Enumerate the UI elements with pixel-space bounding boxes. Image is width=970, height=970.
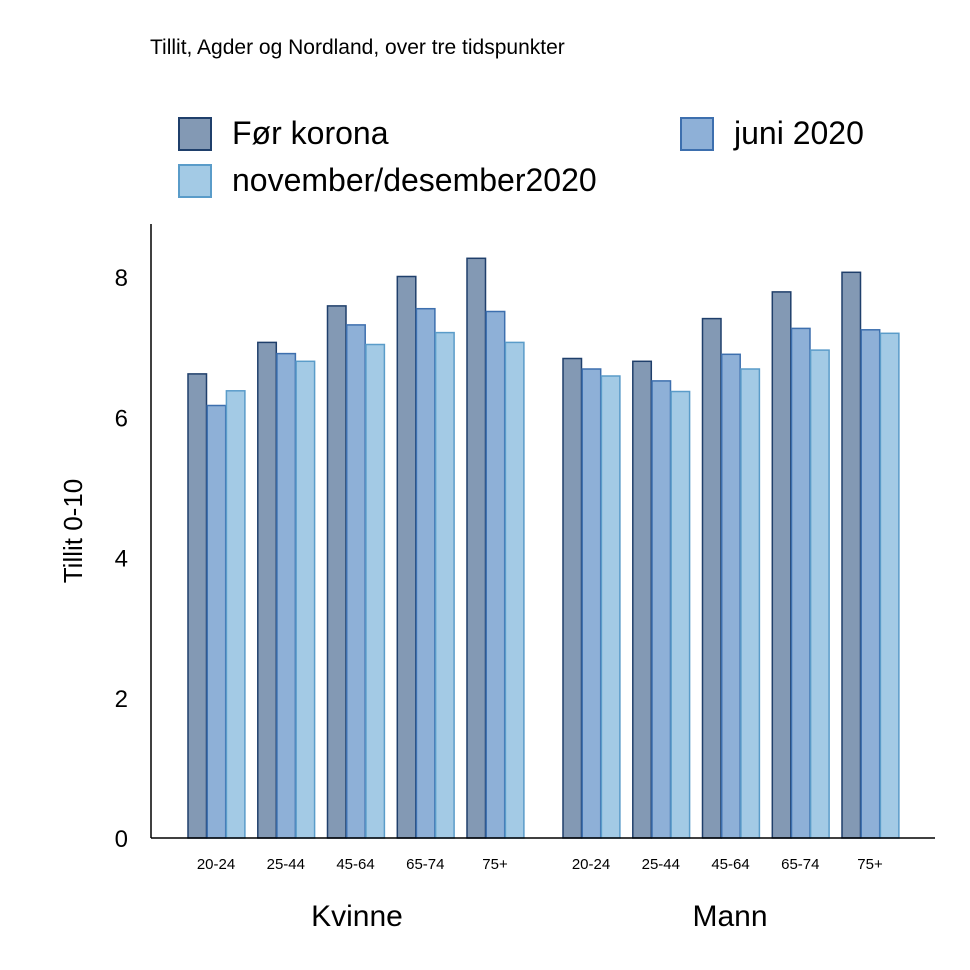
- bar-mann-45-64-series-0: [701, 317, 722, 839]
- bar-kvinne-25-44-series-0: [257, 341, 278, 839]
- bar-kvinne-65-74-series-1: [415, 307, 436, 839]
- y-tick-label: 4: [115, 546, 128, 573]
- legend-label: Før korona: [232, 115, 389, 151]
- bar-kvinne-25-44-series-2: [295, 360, 316, 839]
- x-tick-label: 75+: [857, 856, 883, 873]
- bar-kvinne-75+-series-1: [485, 310, 506, 839]
- bar-kvinne-75+-series-0: [466, 257, 487, 839]
- x-tick-label: 20-24: [572, 856, 610, 873]
- legend-swatch: [178, 116, 212, 151]
- chart-title: Tillit, Agder og Nordland, over tre tids…: [150, 36, 565, 59]
- bar-mann-45-64-series-2: [740, 368, 761, 839]
- x-tick-label: 45-64: [711, 856, 749, 873]
- bar-mann-20-24-series-1: [581, 368, 602, 839]
- bar-kvinne-45-64-series-0: [326, 305, 347, 839]
- x-tick-label: 65-74: [781, 856, 819, 873]
- bar-kvinne-45-64-series-1: [345, 324, 366, 839]
- x-tick-label: 65-74: [406, 856, 444, 873]
- legend-swatch: [680, 116, 714, 151]
- bar-mann-20-24-series-2: [600, 375, 621, 839]
- bar-mann-65-74-series-1: [790, 327, 811, 839]
- legend-item-juni-2020: juni 2020: [680, 115, 864, 152]
- y-ticks-layer: 0 2 4 6 8: [115, 265, 128, 853]
- bar-kvinne-75+-series-2: [504, 341, 525, 839]
- bar-mann-25-44-series-0: [632, 360, 653, 839]
- y-tick-label: 2: [115, 686, 128, 713]
- bar-kvinne-20-24-series-1: [206, 404, 227, 839]
- legend-label: juni 2020: [734, 115, 864, 151]
- x-tick-label: 25-44: [642, 856, 680, 873]
- y-tick-label: 6: [115, 405, 128, 432]
- legend-item-for-korona: Før korona: [178, 115, 388, 152]
- y-axis-label: Tillit 0-10: [58, 479, 88, 584]
- x-tick-label: 25-44: [267, 856, 305, 873]
- group-label-kvinne: Kvinne: [311, 900, 403, 933]
- legend-label: november/desember2020: [232, 162, 597, 198]
- bar-mann-20-24-series-0: [562, 357, 583, 839]
- bar-mann-75+-series-1: [860, 329, 881, 839]
- legend-swatch: [178, 163, 212, 198]
- bar-mann-25-44-series-1: [651, 380, 672, 839]
- x-tick-label: 45-64: [336, 856, 374, 873]
- x-ticks-layer: 20-24 25-44 45-64 65-74 75+ 20-24 25-44 45-64 65…: [197, 856, 883, 873]
- group-labels-layer: Kvinne Mann: [311, 900, 767, 933]
- x-tick-label: 20-24: [197, 856, 235, 873]
- y-tick-label: 8: [115, 265, 128, 292]
- group-label-mann: Mann: [692, 900, 767, 933]
- bar-mann-75+-series-0: [841, 271, 862, 839]
- bar-kvinne-45-64-series-2: [365, 343, 386, 839]
- bar-mann-75+-series-2: [879, 332, 900, 839]
- bars-layer: [187, 257, 900, 839]
- bar-kvinne-65-74-series-0: [396, 275, 417, 839]
- bar-kvinne-20-24-series-2: [225, 390, 246, 839]
- legend-item-november-desember-2020: november/desember2020: [178, 162, 597, 199]
- bar-kvinne-65-74-series-2: [434, 331, 455, 839]
- y-tick-label: 0: [115, 826, 128, 853]
- bar-mann-65-74-series-2: [809, 349, 830, 839]
- bar-kvinne-20-24-series-0: [187, 373, 208, 839]
- bar-mann-65-74-series-0: [771, 291, 792, 839]
- bar-kvinne-25-44-series-1: [276, 352, 297, 839]
- bar-mann-25-44-series-2: [670, 390, 691, 839]
- bar-mann-45-64-series-1: [720, 353, 741, 839]
- x-tick-label: 75+: [482, 856, 508, 873]
